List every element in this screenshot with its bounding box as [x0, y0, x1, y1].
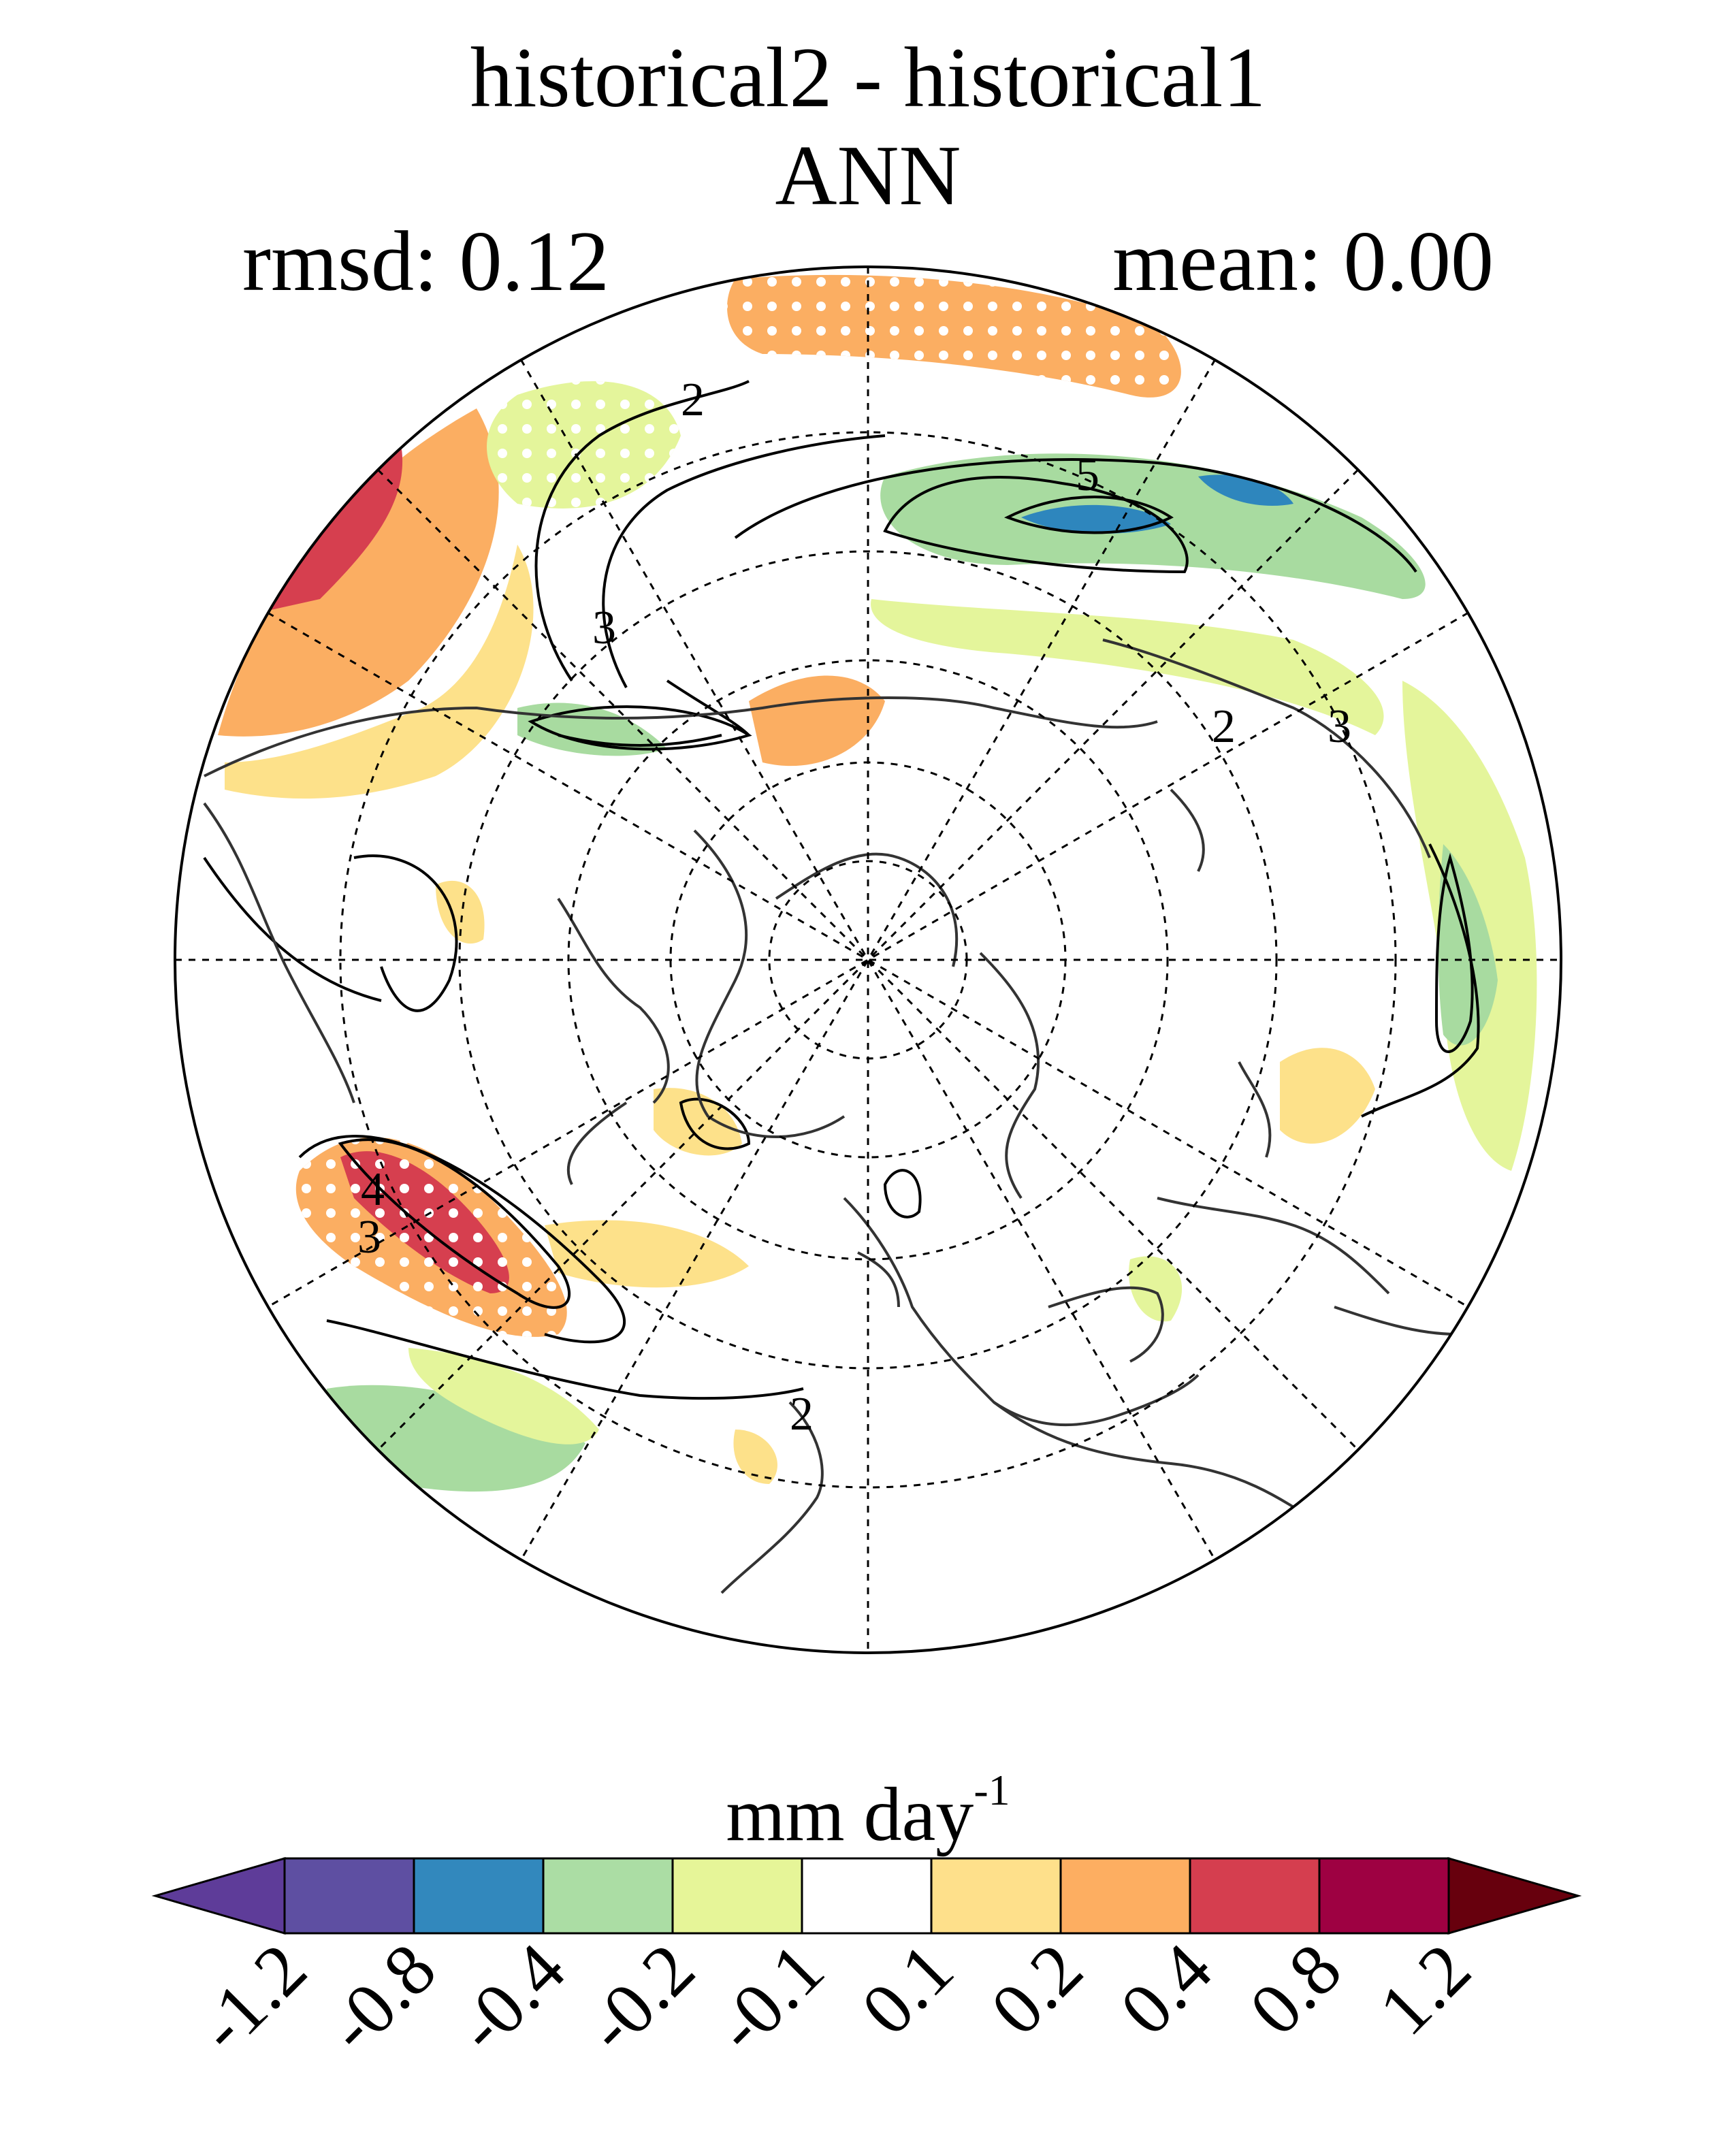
anomaly-patch — [295, 1137, 567, 1337]
coastline — [1157, 1197, 1390, 1295]
contour-label: 5 — [1076, 449, 1099, 501]
coastline — [843, 1197, 1200, 1427]
contour-line — [734, 457, 1417, 573]
colorbar-tick-label: 0.4 — [1105, 1929, 1227, 2051]
coastline — [979, 952, 1040, 1199]
anomaly-patch — [871, 599, 1384, 735]
colorbar-box — [283, 1857, 415, 1935]
anomaly-patch — [225, 545, 534, 799]
colorbar-tick-label: -0.2 — [570, 1929, 710, 2068]
anomaly-patch — [487, 381, 681, 509]
coastline — [566, 1101, 628, 1185]
anomaly-patch — [436, 880, 485, 944]
coastline — [775, 852, 959, 967]
season-label: ANN — [775, 129, 961, 223]
coastline — [203, 802, 355, 1103]
contour-label: 2 — [790, 1388, 814, 1440]
graticule — [175, 267, 1561, 1653]
colorbar-units: mm day-1 — [0, 1766, 1736, 1854]
coastline — [557, 897, 670, 1104]
contour-line — [883, 476, 1189, 574]
colorbar-tick-label: -0.1 — [700, 1929, 839, 2068]
anomaly-patch — [1198, 474, 1293, 506]
figure-title: historical2 - historical1 — [470, 31, 1266, 125]
anomaly-patch — [733, 1430, 777, 1484]
coastline — [993, 1401, 1322, 1526]
anomaly-patch — [1129, 1256, 1183, 1322]
latitude-circle — [339, 431, 1397, 1489]
coastline — [1048, 1286, 1164, 1363]
coastline — [204, 696, 1158, 777]
colorbar-box — [930, 1857, 1062, 1935]
contour-label: 3 — [592, 602, 616, 654]
latitude-circle — [458, 550, 1278, 1370]
contour-line — [679, 1097, 751, 1150]
anomaly-patch — [654, 1088, 742, 1156]
contour-line — [602, 434, 886, 688]
colorbar-box — [671, 1857, 803, 1935]
contour-label: 3 — [357, 1211, 381, 1263]
contour-line — [353, 854, 458, 1012]
contour-line — [1361, 843, 1480, 1118]
coastline — [1170, 788, 1205, 872]
contour-label: 3 — [1328, 700, 1351, 753]
colorbar-box — [801, 1857, 933, 1935]
colorbar-tick-label: -0.4 — [441, 1929, 581, 2068]
contour-labels: 2 3 5 2 3 4 3 2 — [357, 374, 1351, 1440]
contour-lines — [203, 380, 1480, 1400]
anomaly-patch — [408, 1348, 599, 1445]
coastline — [1102, 639, 1431, 858]
colorbar-extend-low — [151, 1857, 286, 1935]
colorbar-tick-label: 0.1 — [846, 1929, 969, 2051]
contour-label: 2 — [681, 374, 705, 426]
colorbar-box — [413, 1857, 545, 1935]
colorbar-tick-label: 0.8 — [1234, 1929, 1357, 2051]
rmsd-label: rmsd: 0.12 — [242, 214, 610, 309]
mean-label: mean: 0.00 — [1112, 214, 1494, 309]
colorbar-tick-label: 1.2 — [1364, 1929, 1486, 2051]
colorbar-extend-high — [1447, 1857, 1582, 1935]
units-text: mm day — [726, 1773, 974, 1857]
contour-line — [558, 734, 722, 747]
anomaly-patch — [545, 1220, 749, 1288]
colorbar-tick-label: -1.2 — [182, 1929, 322, 2068]
contour-line — [534, 380, 750, 682]
contour-line — [203, 856, 382, 1002]
anomaly-patch — [1021, 504, 1171, 534]
coastline — [693, 829, 846, 1138]
colorbar-box — [1318, 1857, 1450, 1935]
contour-line — [1003, 496, 1174, 534]
contour-line — [1434, 852, 1474, 1053]
units-exponent: -1 — [974, 1766, 1010, 1814]
coastlines — [203, 639, 1540, 1594]
colorbar-box — [1059, 1857, 1191, 1935]
anomaly-patch — [727, 274, 1181, 398]
contour-label: 2 — [1212, 700, 1236, 753]
globe-outline — [174, 265, 1562, 1654]
coastline — [720, 1401, 824, 1594]
coastline — [1238, 1061, 1272, 1158]
colorbar-tick-label: -0.8 — [312, 1929, 451, 2068]
anomaly-patch — [218, 408, 499, 737]
colorbar-tick-label: 0.2 — [976, 1929, 1098, 2051]
colorbar-box — [1189, 1857, 1321, 1935]
contour-line — [326, 1319, 804, 1400]
colorbar-box — [542, 1857, 674, 1935]
contour-line — [883, 1169, 922, 1219]
coastline — [857, 1251, 900, 1308]
latitude-circle — [567, 659, 1169, 1261]
contour-line — [298, 1135, 626, 1344]
contour-label: 4 — [361, 1163, 385, 1216]
anomaly-patch — [1280, 1048, 1375, 1144]
